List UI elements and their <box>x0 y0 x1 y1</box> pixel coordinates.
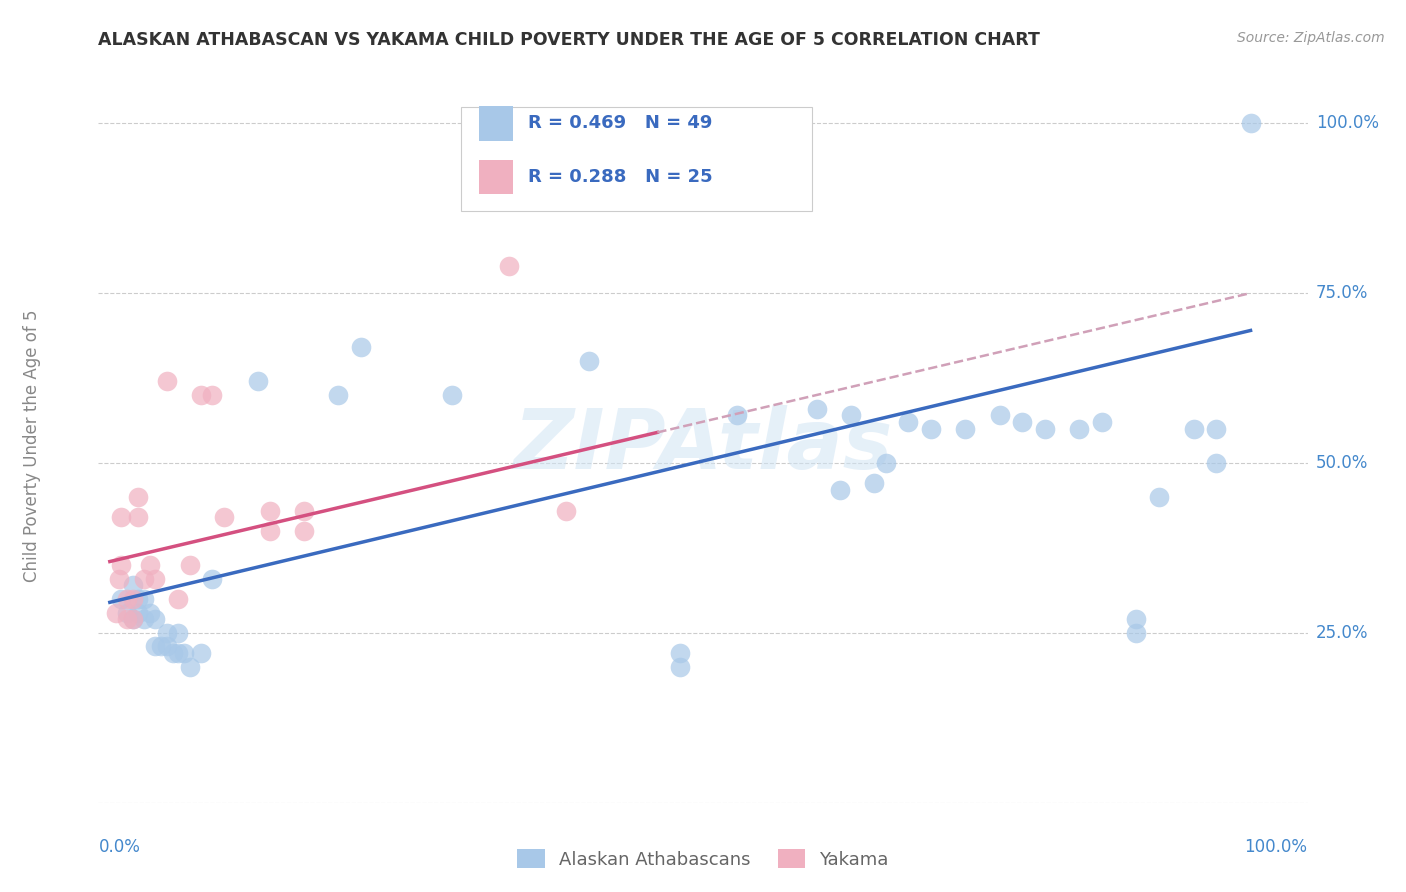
Point <box>132 572 155 586</box>
Point <box>669 646 692 660</box>
Point <box>578 354 600 368</box>
Text: 75.0%: 75.0% <box>1316 284 1368 302</box>
Point <box>115 591 138 606</box>
Point <box>1069 422 1091 436</box>
Point <box>725 409 748 423</box>
Point <box>1125 612 1147 626</box>
Text: 25.0%: 25.0% <box>1316 624 1368 642</box>
Point <box>863 476 886 491</box>
Point <box>1011 415 1033 429</box>
Point <box>132 591 155 606</box>
Point <box>115 606 138 620</box>
Point <box>145 640 167 654</box>
Point <box>1205 456 1227 470</box>
Point <box>179 660 201 674</box>
Point <box>139 558 162 572</box>
Text: 100.0%: 100.0% <box>1316 114 1379 132</box>
Point <box>806 401 828 416</box>
Point <box>121 612 143 626</box>
Text: R = 0.469   N = 49: R = 0.469 N = 49 <box>527 114 711 132</box>
Text: Source: ZipAtlas.com: Source: ZipAtlas.com <box>1237 31 1385 45</box>
Point <box>555 503 578 517</box>
Point <box>897 415 920 429</box>
Point <box>127 606 149 620</box>
Point <box>139 606 162 620</box>
Point <box>104 606 127 620</box>
Point <box>127 510 149 524</box>
Point <box>292 524 315 538</box>
Point <box>110 510 132 524</box>
Point <box>179 558 201 572</box>
Point <box>156 375 179 389</box>
Point <box>132 612 155 626</box>
Point <box>955 422 977 436</box>
Text: Child Poverty Under the Age of 5: Child Poverty Under the Age of 5 <box>22 310 41 582</box>
Text: 50.0%: 50.0% <box>1316 454 1368 472</box>
Text: 100.0%: 100.0% <box>1244 838 1308 856</box>
Point <box>145 572 167 586</box>
Point <box>350 341 373 355</box>
Legend: Alaskan Athabascans, Yakama: Alaskan Athabascans, Yakama <box>510 842 896 876</box>
Point <box>201 572 224 586</box>
Point <box>292 503 315 517</box>
Text: R = 0.288   N = 25: R = 0.288 N = 25 <box>527 168 713 186</box>
Point <box>167 646 190 660</box>
Point <box>1033 422 1056 436</box>
Point <box>110 591 132 606</box>
Text: 0.0%: 0.0% <box>98 838 141 856</box>
Point <box>190 646 212 660</box>
Point <box>259 503 281 517</box>
Point <box>326 388 349 402</box>
Point <box>920 422 942 436</box>
Point <box>121 578 143 592</box>
Point <box>669 660 692 674</box>
Point <box>1182 422 1205 436</box>
Text: ZIPAtlas: ZIPAtlas <box>513 406 893 486</box>
Point <box>108 572 131 586</box>
Point <box>1205 422 1227 436</box>
FancyBboxPatch shape <box>461 107 811 211</box>
Point <box>828 483 851 498</box>
Point <box>1125 626 1147 640</box>
Point <box>247 375 270 389</box>
Text: ALASKAN ATHABASCAN VS YAKAMA CHILD POVERTY UNDER THE AGE OF 5 CORRELATION CHART: ALASKAN ATHABASCAN VS YAKAMA CHILD POVER… <box>98 31 1040 49</box>
Point <box>212 510 235 524</box>
Point <box>150 640 173 654</box>
Point <box>127 591 149 606</box>
Point <box>259 524 281 538</box>
Point <box>121 591 143 606</box>
FancyBboxPatch shape <box>479 160 513 194</box>
Point <box>1239 116 1261 130</box>
Point <box>156 640 179 654</box>
FancyBboxPatch shape <box>479 106 513 141</box>
Point <box>190 388 212 402</box>
Point <box>839 409 862 423</box>
Point <box>156 626 179 640</box>
Point <box>1149 490 1171 504</box>
Point <box>110 558 132 572</box>
Point <box>988 409 1011 423</box>
Point <box>145 612 167 626</box>
Point <box>162 646 184 660</box>
Point <box>498 259 520 273</box>
Point <box>115 612 138 626</box>
Point <box>167 591 190 606</box>
Point <box>167 626 190 640</box>
Point <box>1091 415 1114 429</box>
Point <box>173 646 195 660</box>
Point <box>441 388 464 402</box>
Point <box>875 456 897 470</box>
Point <box>127 490 149 504</box>
Point <box>201 388 224 402</box>
Point <box>121 612 143 626</box>
